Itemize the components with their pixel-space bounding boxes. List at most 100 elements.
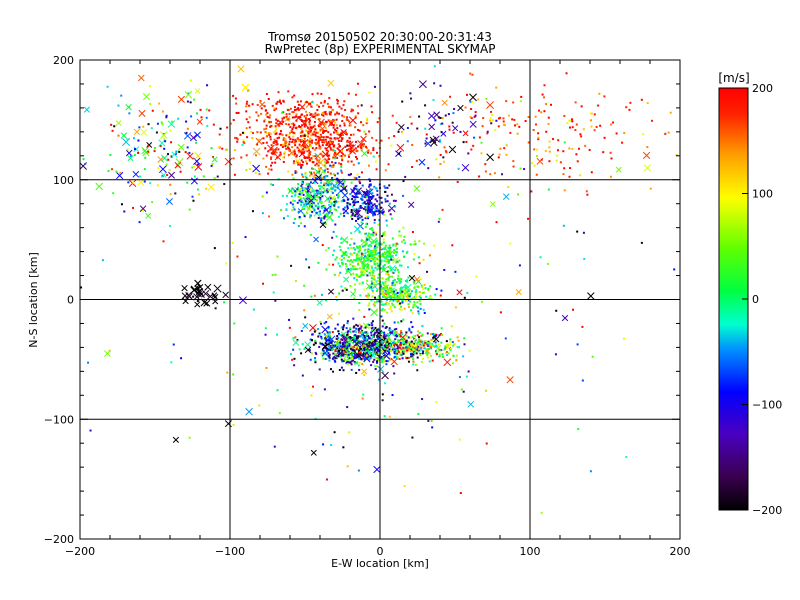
point-marker	[334, 360, 337, 363]
point-marker	[356, 105, 359, 108]
point-marker	[323, 164, 326, 167]
point-marker	[438, 350, 441, 353]
point-marker	[392, 244, 395, 247]
point-marker	[355, 348, 358, 351]
colorbar-tick-label: 200	[752, 82, 773, 95]
point-marker	[319, 191, 322, 194]
point-marker	[385, 260, 388, 263]
point-marker	[258, 404, 261, 407]
point-marker	[322, 130, 325, 133]
point-marker	[331, 187, 334, 190]
point-marker	[407, 296, 410, 299]
point-marker	[398, 230, 401, 233]
point-x-marker	[418, 158, 426, 166]
point-marker	[365, 147, 368, 150]
point-marker	[366, 274, 369, 277]
point-marker	[380, 315, 383, 318]
point-marker	[389, 267, 392, 270]
point-marker	[384, 186, 387, 189]
point-marker	[442, 160, 445, 163]
point-marker	[366, 279, 369, 282]
point-marker	[112, 192, 115, 195]
point-marker	[388, 358, 391, 361]
point-marker	[384, 234, 387, 237]
point-marker	[422, 287, 425, 290]
point-marker	[314, 361, 317, 364]
point-x-marker	[432, 135, 440, 143]
point-marker	[391, 302, 394, 305]
point-marker	[384, 327, 387, 330]
point-marker	[402, 286, 405, 289]
point-marker	[405, 334, 408, 337]
point-marker	[346, 406, 349, 409]
point-marker	[192, 199, 195, 202]
point-marker	[274, 133, 277, 136]
point-marker	[302, 143, 305, 146]
point-marker	[329, 164, 332, 167]
point-marker	[357, 82, 360, 85]
point-marker	[314, 189, 317, 192]
point-marker	[297, 108, 300, 111]
point-marker	[362, 274, 365, 277]
point-marker	[262, 142, 265, 145]
point-marker	[275, 107, 278, 110]
point-marker	[339, 355, 342, 358]
point-marker	[288, 118, 291, 121]
point-marker	[554, 353, 557, 356]
point-marker	[498, 153, 501, 156]
point-marker	[324, 165, 327, 168]
point-marker	[352, 144, 355, 147]
point-marker	[365, 117, 368, 120]
point-marker	[534, 123, 537, 126]
point-marker	[128, 112, 131, 115]
point-marker	[393, 321, 396, 324]
point-marker	[299, 100, 302, 103]
point-marker	[332, 145, 335, 148]
point-marker	[258, 173, 261, 176]
point-marker	[375, 341, 378, 344]
point-marker	[82, 158, 85, 161]
point-marker	[374, 246, 377, 249]
point-marker	[371, 335, 374, 338]
point-marker	[315, 131, 318, 134]
point-marker	[327, 171, 330, 174]
point-marker	[274, 161, 277, 164]
point-marker	[409, 97, 412, 100]
point-marker	[363, 348, 366, 351]
point-marker	[389, 328, 392, 331]
point-marker	[304, 172, 307, 175]
point-marker	[610, 175, 613, 178]
point-marker	[313, 194, 316, 197]
point-marker	[346, 322, 349, 325]
point-marker	[309, 119, 312, 122]
point-marker	[343, 342, 346, 345]
point-marker	[269, 135, 272, 138]
point-marker	[374, 213, 377, 216]
point-marker	[424, 142, 427, 145]
point-marker	[471, 101, 474, 104]
point-marker	[279, 122, 282, 125]
point-marker	[469, 72, 472, 75]
point-marker	[357, 339, 360, 342]
point-marker	[324, 123, 327, 126]
point-marker	[270, 164, 273, 167]
point-marker	[320, 185, 323, 188]
point-marker	[309, 196, 312, 199]
point-marker	[418, 262, 421, 265]
point-marker	[349, 193, 352, 196]
point-x-marker	[363, 355, 371, 363]
point-marker	[333, 138, 336, 141]
point-marker	[383, 185, 386, 188]
point-marker	[352, 163, 355, 166]
point-marker	[291, 173, 294, 176]
point-marker	[378, 348, 381, 351]
point-marker	[360, 147, 363, 150]
point-marker	[364, 341, 367, 344]
point-marker	[394, 278, 397, 281]
point-marker	[265, 191, 268, 194]
point-marker	[433, 65, 436, 68]
point-marker	[353, 277, 356, 280]
point-marker	[364, 133, 367, 136]
point-marker	[390, 331, 393, 334]
point-marker	[470, 117, 473, 120]
